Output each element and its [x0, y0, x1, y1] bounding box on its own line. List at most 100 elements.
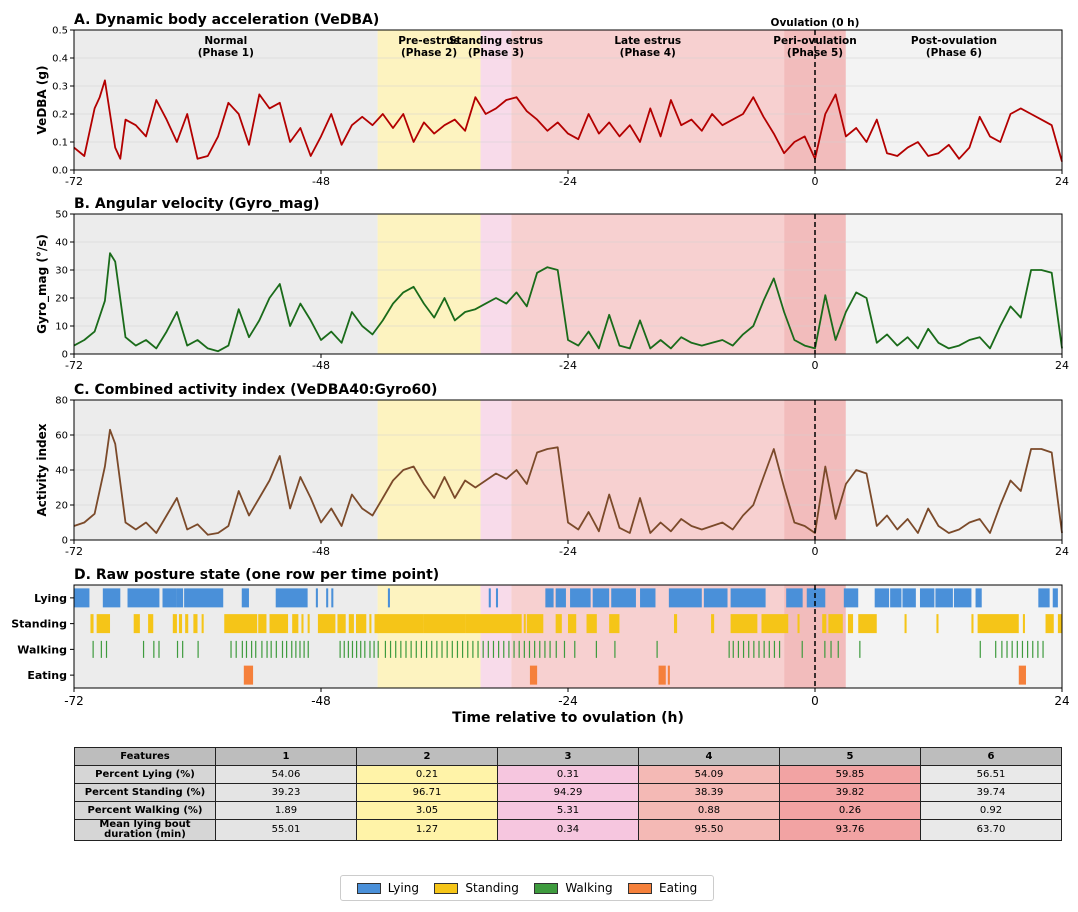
posture-segment-standing-36 — [828, 614, 843, 634]
y-axis-label-0: VeDBA (g) — [35, 66, 49, 135]
phase-band-2-panel-1 — [377, 214, 481, 354]
table-cell: 96.71 — [356, 783, 498, 802]
posture-segment-walking-10 — [235, 640, 237, 658]
table-cell: 1.27 — [356, 819, 498, 841]
posture-segment-walking-43 — [420, 640, 423, 658]
y-tick-label-2-2: 40 — [55, 466, 68, 477]
posture-segment-lying-10 — [331, 588, 334, 608]
posture-segment-lying-30 — [935, 588, 953, 608]
table-cell: 39.74 — [920, 783, 1062, 802]
posture-segment-walking-55 — [482, 640, 484, 658]
posture-segment-walking-35 — [377, 640, 379, 658]
posture-segment-walking-39 — [400, 640, 402, 658]
phase-label-3: Standing estrus — [449, 35, 543, 47]
posture-segment-walking-42 — [415, 640, 417, 658]
table-cell: 0.31 — [497, 765, 639, 784]
posture-segment-lying-4 — [176, 588, 184, 608]
posture-segment-walking-77 — [737, 640, 740, 658]
posture-segment-standing-8 — [201, 614, 204, 634]
y-tick-label-1-1: 10 — [55, 322, 68, 333]
posture-segment-standing-15 — [317, 614, 336, 634]
x-tick-label-1-0: -72 — [65, 359, 83, 372]
table-cell: 56.51 — [920, 765, 1062, 784]
posture-segment-standing-12 — [292, 614, 299, 634]
series-line-1 — [73, 252, 1063, 353]
posture-segment-walking-31 — [360, 640, 362, 658]
table-row: Percent Walking (%) 1.89 3.05 5.31 0.88 0.26 0… — [74, 801, 1062, 820]
phase-band-6-panel-1 — [845, 214, 1062, 354]
posture-segment-walking-88 — [830, 640, 832, 658]
table-row: Percent Standing (%) 39.23 96.71 94.29 38.39… — [74, 783, 1062, 802]
posture-segment-walking-99 — [1032, 640, 1034, 658]
posture-segment-walking-73 — [614, 640, 616, 658]
posture-segment-walking-34 — [373, 640, 375, 658]
posture-segment-walking-17 — [270, 640, 272, 658]
phase-label-6: Post-ovulation — [911, 35, 997, 47]
posture-segment-walking-53 — [472, 640, 474, 658]
posture-segment-walking-50 — [456, 640, 459, 658]
posture-row-label-0: Lying — [34, 592, 67, 605]
posture-segment-standing-6 — [185, 614, 189, 634]
posture-segment-walking-100 — [1037, 640, 1039, 658]
phase-label-4: Late estrus — [614, 35, 681, 47]
posture-legend: Lying Standing Walking Eating — [340, 875, 714, 901]
posture-segment-walking-89 — [837, 640, 839, 658]
posture-segment-walking-92 — [995, 640, 997, 658]
posture-segment-eating-1 — [529, 665, 538, 685]
posture-segment-lying-34 — [1052, 588, 1058, 608]
posture-segment-walking-54 — [477, 640, 479, 658]
posture-segment-walking-28 — [347, 640, 349, 658]
posture-segment-standing-2 — [133, 614, 140, 634]
posture-segment-walking-23 — [299, 640, 301, 658]
posture-segment-walking-74 — [656, 640, 658, 658]
x-tick-label-2-1: -48 — [312, 545, 330, 558]
x-tick-label-1-2: -24 — [559, 359, 577, 372]
series-line-0 — [73, 79, 1063, 162]
posture-segment-walking-72 — [595, 640, 597, 658]
legend-item-standing: Standing — [434, 881, 519, 895]
posture-segment-lying-9 — [326, 588, 329, 608]
posture-segment-walking-38 — [395, 640, 397, 658]
posture-segment-walking-37 — [389, 640, 392, 658]
posture-segment-walking-66 — [539, 640, 541, 658]
posture-segment-walking-81 — [758, 640, 760, 658]
posture-segment-walking-97 — [1021, 640, 1024, 658]
posture-segment-standing-1 — [96, 614, 111, 634]
x-tick-label-3-4: 24 — [1054, 694, 1069, 708]
posture-segment-standing-27 — [568, 614, 577, 634]
table-cell: 94.29 — [497, 783, 639, 802]
posture-segment-walking-36 — [384, 640, 387, 658]
y-tick-label-0-3: 0.3 — [52, 82, 68, 93]
posture-segment-standing-16 — [337, 614, 346, 634]
posture-segment-walking-91 — [979, 640, 981, 658]
posture-segment-walking-90 — [859, 640, 861, 658]
y-tick-label-0-0: 0.0 — [52, 166, 68, 177]
posture-segment-standing-4 — [172, 614, 177, 634]
posture-segment-walking-24 — [303, 640, 305, 658]
phase-band-3-panel-1 — [480, 214, 512, 354]
x-tick-label-1-4: 24 — [1055, 359, 1069, 372]
x-tick-label-0-2: -24 — [559, 175, 577, 188]
posture-segment-standing-13 — [301, 614, 304, 634]
table-row-label: Percent Standing (%) — [74, 783, 216, 802]
posture-segment-lying-2 — [127, 588, 160, 608]
table-cell: 54.09 — [638, 765, 780, 784]
posture-segment-walking-0 — [92, 640, 94, 658]
posture-segment-walking-8 — [197, 640, 199, 658]
table-cell: 39.82 — [779, 783, 921, 802]
posture-segment-lying-15 — [555, 588, 566, 608]
posture-segment-walking-101 — [1042, 640, 1044, 658]
posture-segment-standing-43 — [1022, 614, 1025, 634]
posture-segment-standing-39 — [904, 614, 907, 634]
posture-segment-lying-31 — [953, 588, 972, 608]
table-cell: 0.92 — [920, 801, 1062, 820]
posture-segment-lying-11 — [387, 588, 390, 608]
posture-segment-standing-10 — [258, 614, 267, 634]
posture-segment-lying-1 — [102, 588, 121, 608]
legend-swatch — [628, 882, 653, 894]
posture-segment-walking-47 — [441, 640, 443, 658]
x-tick-label-2-0: -72 — [65, 545, 83, 558]
figure-canvas: 0.0 0.1 0.2 0.3 0.4 0.5 -72 -48 -24 0 24 A. Dynamic… — [11, 12, 1069, 726]
posture-segment-standing-45 — [1057, 614, 1062, 634]
posture-segment-standing-34 — [797, 614, 800, 634]
